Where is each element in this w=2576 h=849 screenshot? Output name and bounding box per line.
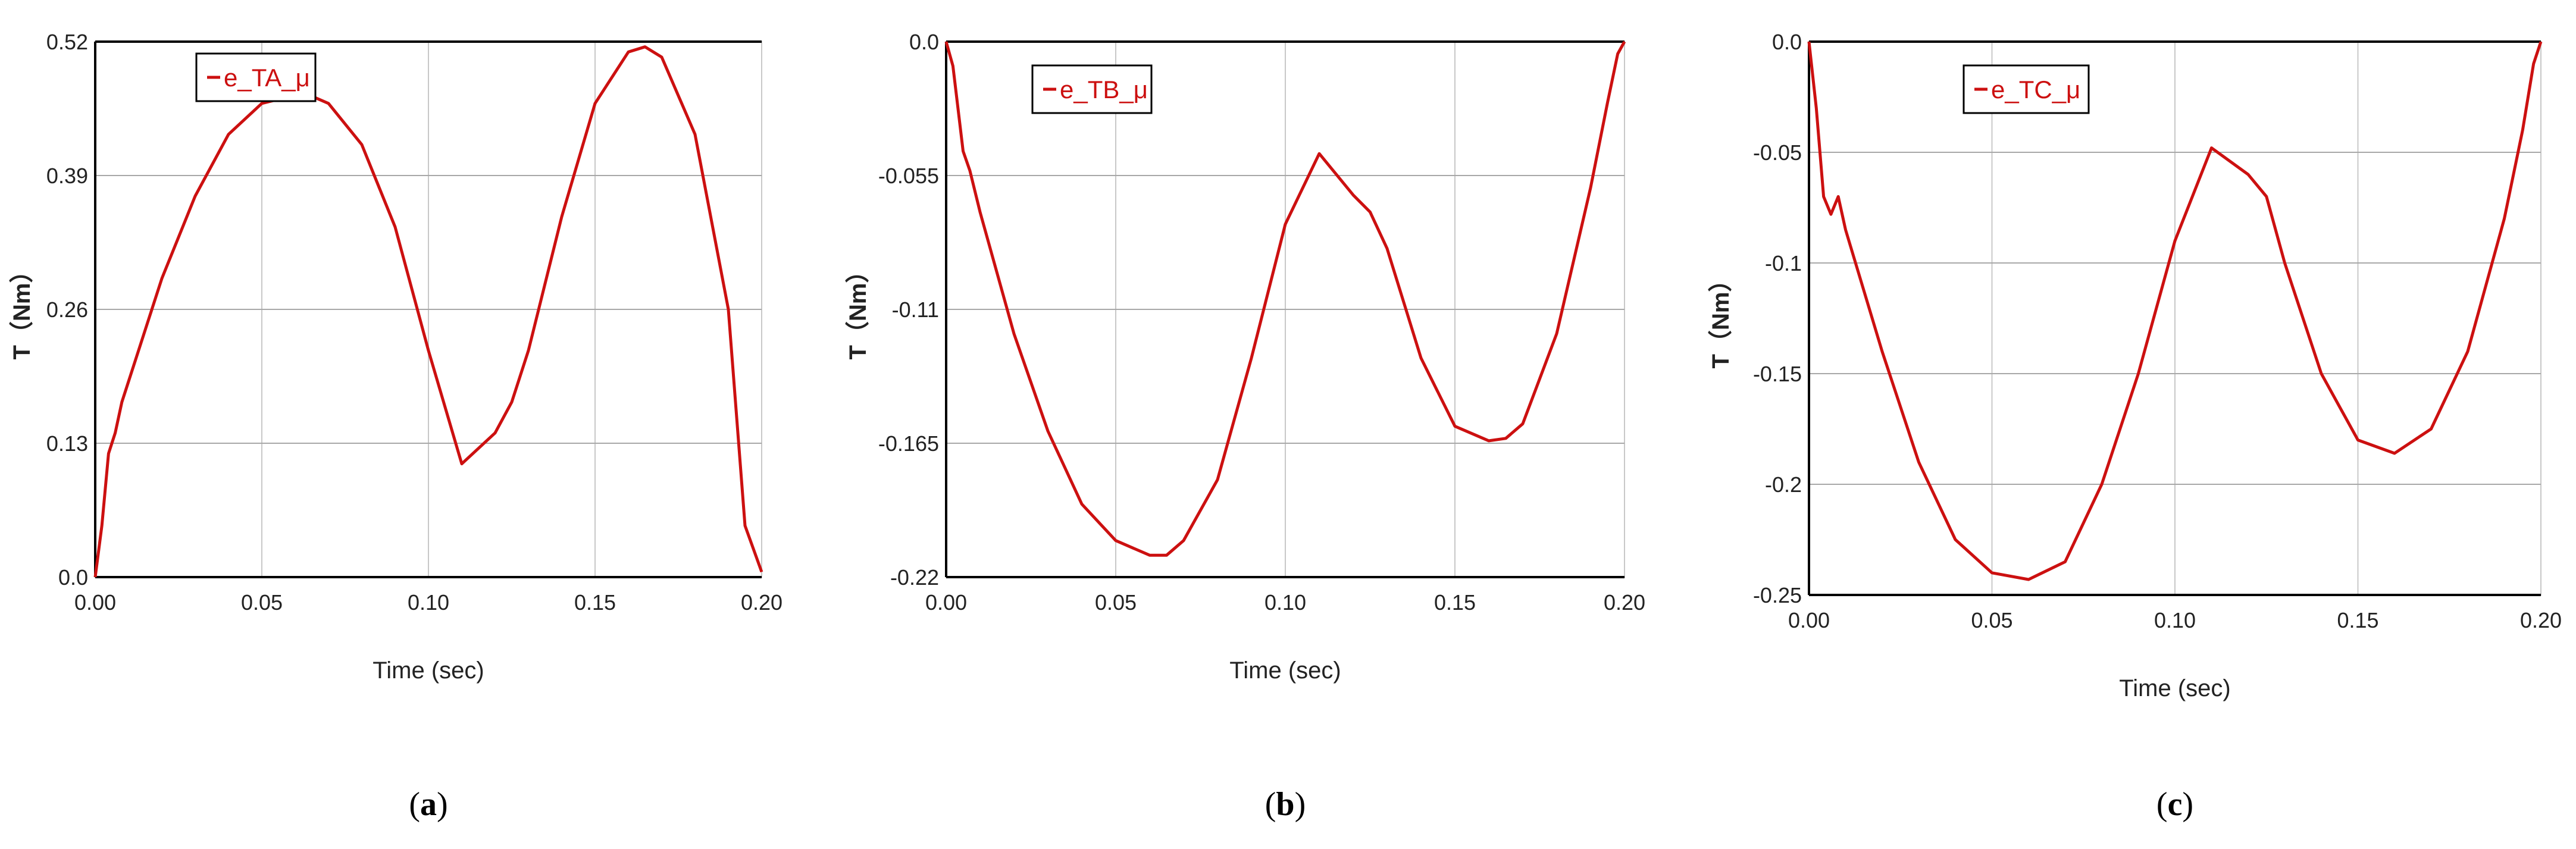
y-tick-label: -0.2 (1765, 472, 1802, 497)
panel-caption: (c) (2156, 786, 2193, 823)
legend-box (1031, 64, 1153, 114)
legend: e_TB_μ (1031, 64, 1153, 114)
panel-caption-letter: b (1276, 786, 1294, 823)
y-tick-label: 0.52 (46, 30, 88, 54)
panel-caption-letter: a (420, 786, 437, 823)
x-tick-label: 0.05 (241, 590, 283, 615)
legend: e_TC_μ (1962, 64, 2090, 114)
y-tick-label: -0.1 (1765, 251, 1802, 275)
x-axis-label: Time (sec) (373, 657, 484, 684)
y-tick-label: -0.15 (1753, 362, 1802, 386)
panel-caption: (b) (1265, 786, 1306, 823)
y-axis-label: T（Nm） (9, 259, 35, 360)
x-tick-label: 0.00 (1788, 608, 1830, 632)
legend-entry: e_TB_μ (1060, 76, 1148, 104)
x-tick-label: 0.00 (74, 590, 116, 615)
chart-panel-c: 0.00 0.05 0.10 0.15 0.20 -0.25 -0.2 -0.15 -0.1 -0… (1708, 30, 2562, 823)
x-tick-label: 0.10 (2154, 608, 2196, 632)
x-tick-label: 0.15 (1434, 590, 1476, 615)
y-tick-label: -0.11 (892, 297, 939, 322)
x-tick-label: 0.05 (1971, 608, 2012, 632)
x-tick-label: 0.20 (1604, 590, 1645, 615)
x-tick-label: 0.05 (1095, 590, 1137, 615)
x-tick-label: 0.10 (1264, 590, 1306, 615)
series-line-c (1807, 41, 2543, 581)
x-tick-label: 0.15 (2337, 608, 2378, 632)
x-tick-label: 0.20 (2520, 608, 2562, 632)
y-tick-label: 0.0 (58, 565, 88, 590)
legend-entry: e_TA_μ (224, 64, 310, 92)
series-line-a (93, 45, 763, 578)
legend-entry: e_TC_μ (1991, 76, 2080, 104)
y-axis-label: T（Nm） (1708, 268, 1734, 369)
x-axis-label: Time (sec) (1229, 657, 1341, 684)
y-tick-label: 0.13 (46, 431, 88, 456)
x-tick-label: 0.20 (741, 590, 782, 615)
series-line-b (944, 40, 1626, 557)
y-tick-label: 0.0 (909, 30, 939, 54)
chart-panel-b: 0.00 0.05 0.10 0.15 0.20 -0.22 -0.165 -0.11 -0.0… (845, 30, 1645, 823)
y-tick-label: 0.26 (46, 297, 88, 322)
panel-caption: (a) (409, 786, 447, 823)
x-axis-label: Time (sec) (2119, 675, 2230, 701)
chart-panel-a: 0.00 0.05 0.10 0.15 0.20 0.0 0.13 0.26 0.39 0.52 T… (9, 30, 782, 823)
x-tick-label: 0.10 (408, 590, 449, 615)
legend: e_TA_μ (195, 52, 317, 102)
y-tick-label: 0.0 (1772, 30, 1802, 54)
x-tick-label: 0.00 (925, 590, 967, 615)
y-tick-label: -0.22 (890, 565, 939, 590)
panel-caption-letter: c (2168, 786, 2183, 823)
y-axis-label: T（Nm） (845, 259, 871, 360)
x-tick-label: 0.15 (574, 590, 616, 615)
y-tick-label: -0.05 (1753, 140, 1802, 165)
y-tick-label: -0.055 (878, 164, 939, 188)
y-tick-label: 0.39 (46, 164, 88, 188)
y-tick-label: -0.25 (1753, 583, 1802, 607)
y-tick-label: -0.165 (878, 431, 939, 456)
